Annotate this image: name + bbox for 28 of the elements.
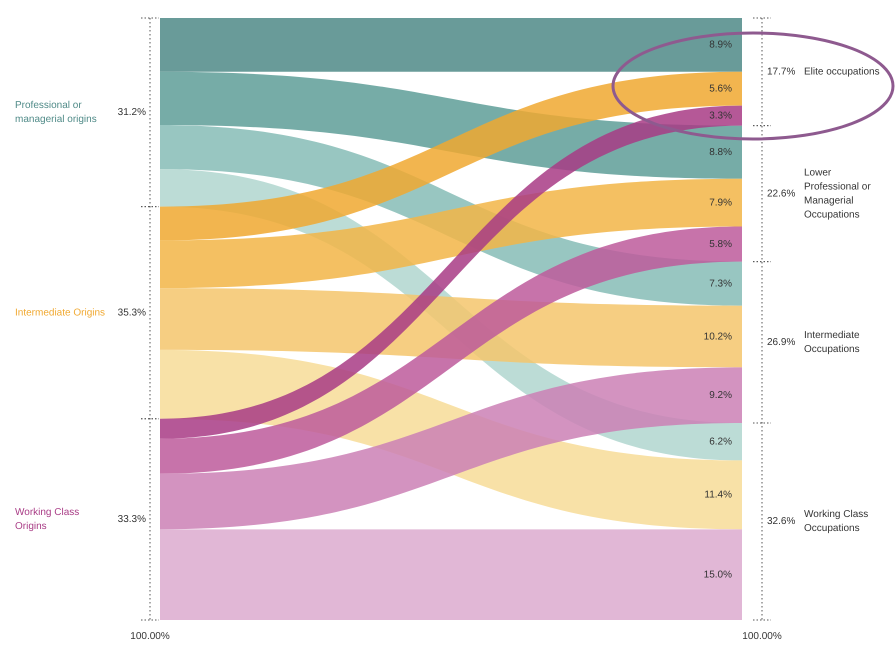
data-label: 3.3% <box>709 110 732 122</box>
text: 100.00% <box>742 630 782 642</box>
data-label: 5.6% <box>709 83 732 94</box>
data-label: 10.2% <box>704 331 732 342</box>
data-label: 8.9% <box>709 40 732 51</box>
text: Professional or managerial origins <box>15 100 97 126</box>
data-label: 7.9% <box>709 197 732 208</box>
text: 33.3% <box>118 514 146 526</box>
data-label: 5.8% <box>709 238 732 250</box>
text: 32.6% <box>767 516 796 528</box>
category-label: Lower Professional or Managerial Occupations <box>804 167 872 220</box>
data-label: 8.8% <box>709 146 732 158</box>
text: Intermediate Origins <box>15 307 106 318</box>
data-label: 9.2% <box>709 390 732 401</box>
text: 31.2% <box>118 107 146 118</box>
category-label: Elite occupations <box>804 66 880 78</box>
data-label: 15.0% <box>704 569 732 580</box>
data-label: 11.4% <box>704 490 732 501</box>
text: Working Class Origins <box>15 507 80 532</box>
text: 22.6% <box>767 188 796 200</box>
text: 35.3% <box>118 307 146 318</box>
data-label: 6.2% <box>709 436 732 448</box>
data-label: 7.3% <box>709 278 732 290</box>
category-label: Working Class Occupations <box>804 509 868 534</box>
text: 17.7% <box>767 66 796 78</box>
category-label: Intermediate Occupations <box>804 330 860 356</box>
text: 26.9% <box>767 337 796 348</box>
text: 100.00% <box>130 630 170 642</box>
